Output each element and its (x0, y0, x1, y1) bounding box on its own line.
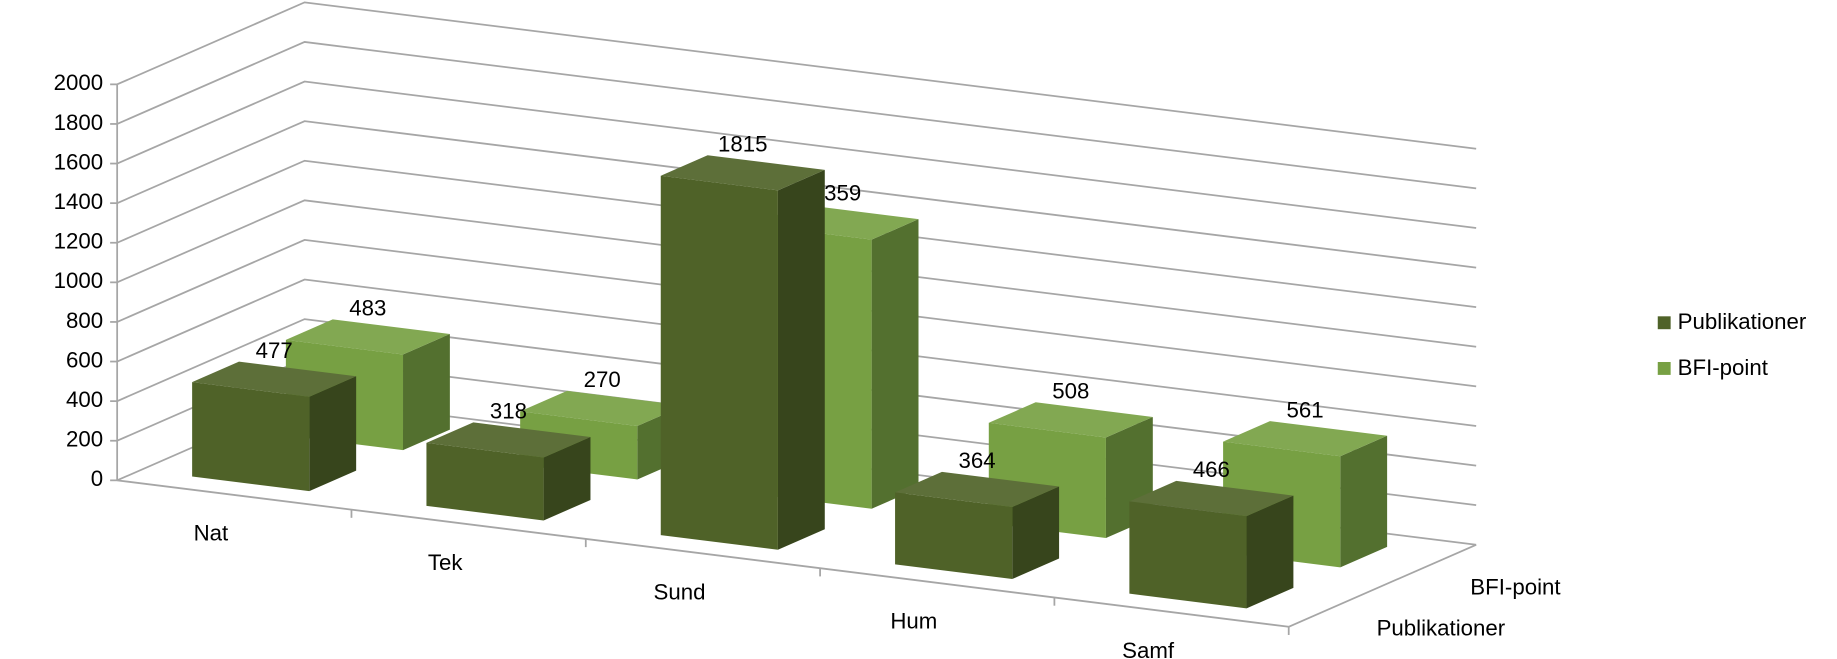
bar-side (403, 334, 450, 451)
bar-top (1223, 421, 1388, 457)
grid-line (116, 159, 1477, 309)
value-label: 477 (256, 338, 293, 363)
x-axis (117, 479, 1289, 628)
grid-line (116, 239, 1477, 388)
x-tick-label: Sund (654, 579, 706, 604)
value-label: 270 (584, 367, 621, 392)
bar-top (426, 422, 591, 458)
y-tick-label: 2000 (54, 70, 104, 95)
grid-line (116, 80, 1477, 229)
grid-line (116, 199, 1477, 348)
value-label: 483 (349, 296, 386, 321)
bar-side (309, 376, 357, 492)
bar-side (543, 436, 591, 521)
legend-label: BFI-point (1678, 355, 1769, 380)
grid-line (116, 1, 1477, 150)
value-label: 318 (490, 399, 527, 424)
value-label: 1815 (718, 131, 768, 156)
grid-line (116, 278, 1477, 427)
x-tick-label: Nat (194, 521, 229, 546)
value-label: 508 (1052, 379, 1089, 404)
legend-label: Publikationer (1678, 309, 1807, 334)
bar-top (192, 361, 357, 397)
bar (192, 382, 310, 492)
z-tick-label: BFI-point (1470, 575, 1561, 600)
x-tick-label: Hum (890, 609, 937, 634)
y-tick-label: 200 (66, 427, 103, 452)
z-tick-label: Publikationer (1377, 616, 1506, 641)
x-tick-label: Samf (1122, 638, 1175, 659)
bar-side (777, 169, 825, 550)
y-tick-label: 1400 (54, 189, 104, 214)
bar-side (1340, 435, 1388, 568)
value-label: 561 (1287, 397, 1324, 422)
bar-top (895, 471, 1060, 507)
y-tick-label: 800 (66, 308, 103, 333)
bar-top (988, 402, 1153, 438)
y-tick-label: 600 (66, 347, 103, 372)
y-tick-label: 1000 (54, 268, 104, 293)
y-tick-label: 0 (91, 466, 103, 491)
bar (426, 442, 544, 521)
bar-side (871, 219, 919, 509)
value-label: 466 (1193, 457, 1230, 482)
bar (895, 492, 1013, 580)
bar-side (1246, 495, 1294, 609)
grid-line (116, 120, 1477, 269)
y-tick-label: 400 (66, 387, 103, 412)
legend-swatch (1657, 316, 1671, 330)
bar-top (660, 155, 825, 191)
y-tick-label: 1600 (54, 149, 104, 174)
z-axis (1288, 543, 1477, 628)
y-tick-label: 1800 (54, 110, 104, 135)
bar (660, 175, 778, 550)
bar-top (520, 390, 685, 427)
bar-top (285, 319, 450, 355)
x-tick-label: Tek (428, 550, 463, 575)
bar-top (1129, 480, 1294, 517)
grid-line (116, 41, 1477, 190)
legend-swatch (1657, 362, 1671, 375)
y-tick-label: 1200 (54, 229, 104, 254)
bar (1129, 501, 1247, 609)
bar-side (1012, 486, 1060, 580)
value-label: 364 (959, 448, 996, 473)
